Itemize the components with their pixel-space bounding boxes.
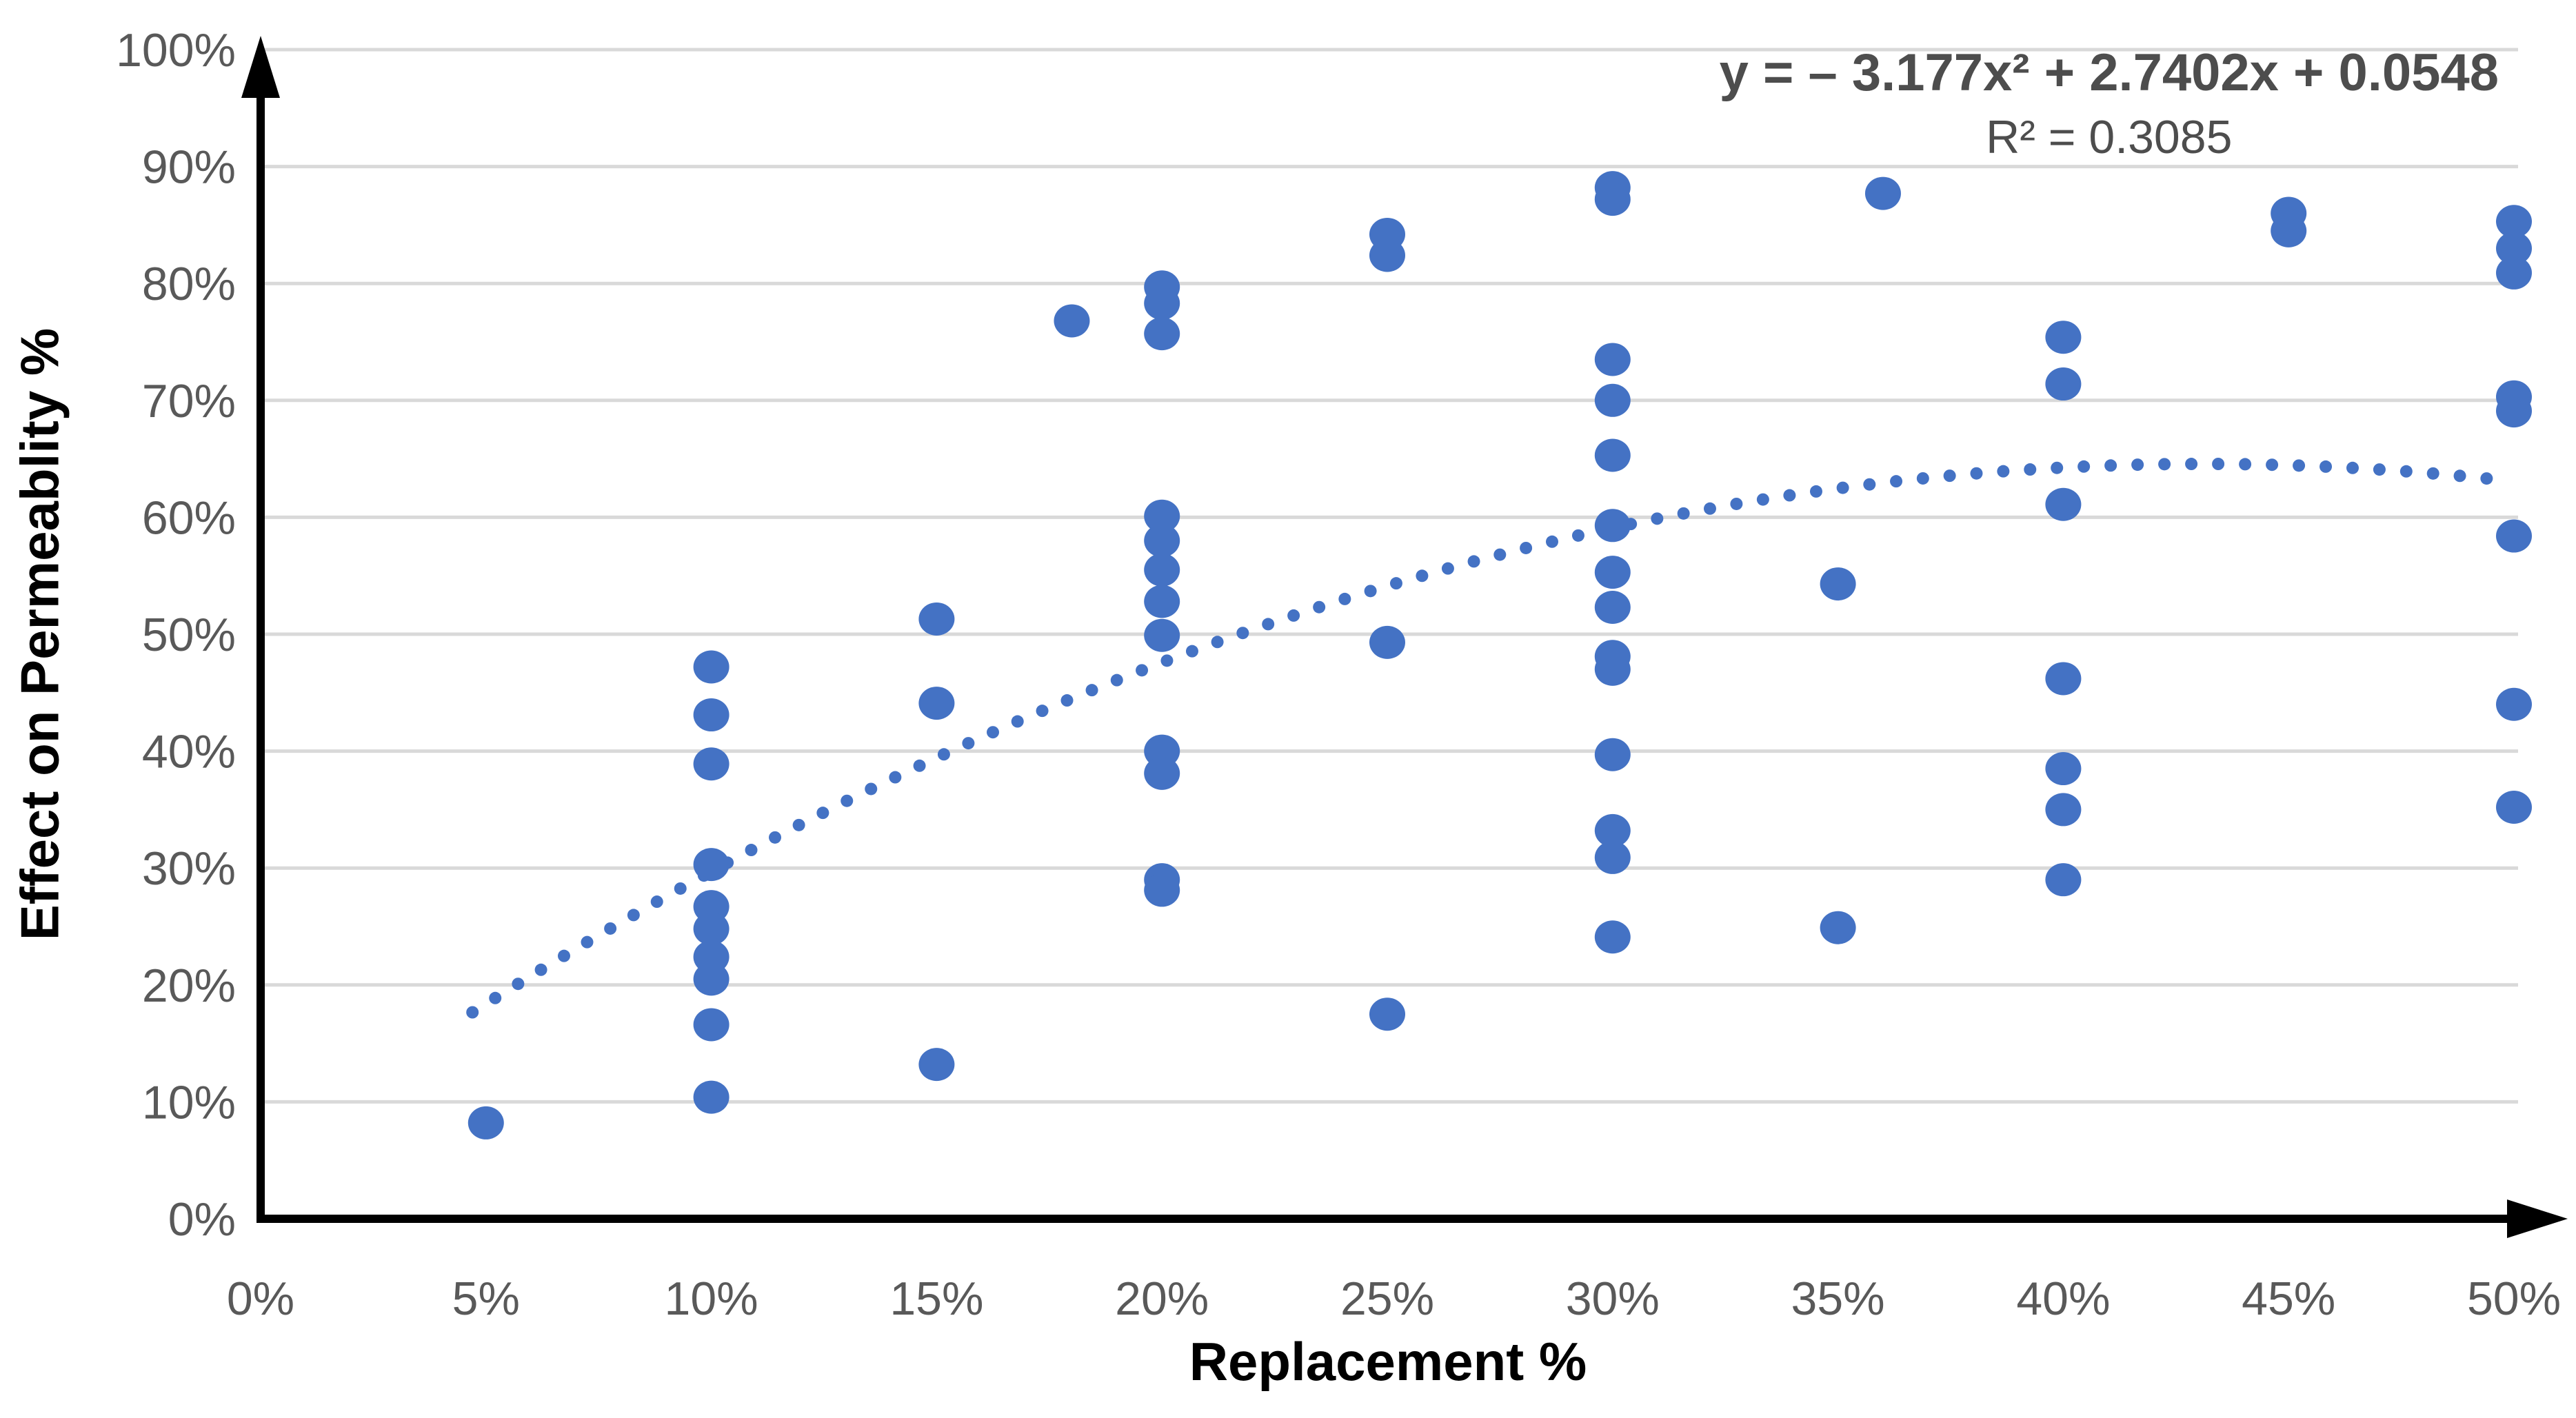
- x-tick-label: 45%: [2242, 1273, 2335, 1325]
- data-point: [1594, 590, 1631, 624]
- trendline-equation-label: y = – 3.177x² + 2.7402x + 0.0548: [1719, 43, 2499, 102]
- x-tick-label: 25%: [1340, 1273, 1434, 1325]
- x-tick-label: 40%: [2016, 1273, 2110, 1325]
- data-point: [2045, 752, 2082, 786]
- data-point: [693, 698, 729, 732]
- data-point: [1820, 911, 1856, 944]
- data-point: [693, 912, 729, 946]
- data-point: [1144, 873, 1180, 907]
- data-point: [693, 650, 729, 684]
- y-tick-label: 60%: [142, 492, 236, 544]
- y-tick-label: 90%: [142, 141, 236, 194]
- data-point: [1144, 585, 1180, 618]
- data-point: [1594, 920, 1631, 954]
- y-axis-arrowhead: [241, 36, 280, 98]
- y-tick-label: 10%: [142, 1076, 236, 1128]
- y-tick-label: 80%: [142, 258, 236, 310]
- data-point: [1594, 438, 1631, 472]
- data-point: [1144, 524, 1180, 558]
- data-point: [693, 1080, 729, 1114]
- data-point: [1369, 625, 1405, 659]
- y-tick-label: 50%: [142, 609, 236, 661]
- data-point: [2045, 662, 2082, 696]
- data-point: [693, 962, 729, 996]
- y-tick-label: 30%: [142, 842, 236, 895]
- data-point: [1820, 567, 1856, 601]
- trendline-equation-block: y = – 3.177x² + 2.7402x + 0.0548 R² = 0.…: [1720, 39, 2499, 167]
- data-point: [2496, 519, 2532, 553]
- data-point: [693, 848, 729, 882]
- data-point: [1594, 738, 1631, 771]
- r-squared-label: R² = 0.3085: [1986, 111, 2233, 163]
- data-point: [1054, 304, 1090, 338]
- y-tick-label: 70%: [142, 375, 236, 427]
- data-point: [2045, 793, 2082, 827]
- x-tick-label: 0%: [227, 1273, 294, 1325]
- data-point: [467, 1106, 504, 1140]
- data-point: [1594, 509, 1631, 543]
- data-point: [1594, 840, 1631, 874]
- data-point: [2496, 232, 2532, 265]
- data-point: [2045, 321, 2082, 354]
- y-tick-label: 20%: [142, 960, 236, 1012]
- x-tick-label: 5%: [452, 1273, 520, 1325]
- x-axis-title: Replacement %: [1189, 1331, 1587, 1392]
- data-point: [1369, 239, 1405, 272]
- data-point: [1369, 997, 1405, 1031]
- y-tick-label: 100%: [116, 24, 236, 77]
- data-point: [1144, 287, 1180, 321]
- x-tick-label: 35%: [1791, 1273, 1885, 1325]
- data-point: [2496, 394, 2532, 428]
- data-point: [1144, 317, 1180, 351]
- trendline: [466, 458, 2518, 1019]
- data-point: [1144, 618, 1180, 652]
- data-point: [918, 602, 955, 636]
- x-tick-label: 20%: [1115, 1273, 1209, 1325]
- data-point: [1594, 343, 1631, 376]
- data-point: [693, 747, 729, 781]
- data-point: [1594, 652, 1631, 686]
- data-point: [1144, 499, 1180, 533]
- data-point: [1594, 813, 1631, 847]
- data-point: [2496, 256, 2532, 290]
- data-point: [1864, 176, 1901, 210]
- data-point: [2271, 214, 2307, 247]
- x-axis-arrowhead: [2507, 1199, 2568, 1238]
- y-tick-label: 40%: [142, 726, 236, 778]
- y-tick-label: 0%: [168, 1193, 236, 1246]
- data-point: [1144, 553, 1180, 587]
- data-point: [1144, 756, 1180, 790]
- data-point: [2496, 791, 2532, 824]
- x-tick-label: 15%: [889, 1273, 983, 1325]
- x-tick-label: 50%: [2467, 1273, 2561, 1325]
- data-point: [2496, 205, 2532, 239]
- y-axis-title: Effect on Permeablity %: [9, 327, 70, 941]
- data-point: [918, 687, 955, 720]
- data-point: [1594, 556, 1631, 589]
- x-tick-label: 30%: [1566, 1273, 1660, 1325]
- data-point: [1594, 183, 1631, 216]
- data-point: [2496, 687, 2532, 721]
- data-point: [2045, 487, 2082, 521]
- data-point: [2045, 863, 2082, 897]
- data-point: [918, 1048, 955, 1082]
- data-point: [1594, 383, 1631, 417]
- data-point: [693, 1008, 729, 1042]
- data-point: [2045, 367, 2082, 401]
- x-tick-label: 10%: [665, 1273, 758, 1325]
